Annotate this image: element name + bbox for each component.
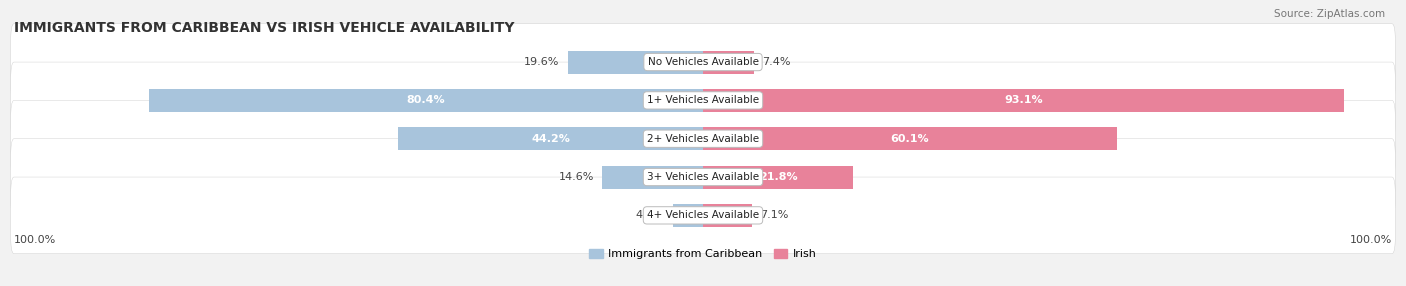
Bar — [568, 51, 703, 74]
Text: 100.0%: 100.0% — [14, 235, 56, 245]
Text: 93.1%: 93.1% — [1004, 96, 1043, 105]
FancyBboxPatch shape — [11, 100, 1395, 177]
Bar — [703, 89, 1344, 112]
Text: 4.4%: 4.4% — [636, 210, 665, 220]
Text: Source: ZipAtlas.com: Source: ZipAtlas.com — [1274, 9, 1385, 19]
Text: 14.6%: 14.6% — [558, 172, 595, 182]
Text: 80.4%: 80.4% — [406, 96, 446, 105]
Text: 7.4%: 7.4% — [762, 57, 790, 67]
Bar — [703, 127, 1116, 150]
Legend: Immigrants from Caribbean, Irish: Immigrants from Caribbean, Irish — [585, 244, 821, 263]
Bar — [703, 204, 752, 227]
Text: 60.1%: 60.1% — [891, 134, 929, 144]
Text: 19.6%: 19.6% — [524, 57, 560, 67]
FancyBboxPatch shape — [11, 139, 1395, 215]
Bar — [398, 127, 703, 150]
Text: 100.0%: 100.0% — [1350, 235, 1392, 245]
Bar — [149, 89, 703, 112]
Text: IMMIGRANTS FROM CARIBBEAN VS IRISH VEHICLE AVAILABILITY: IMMIGRANTS FROM CARIBBEAN VS IRISH VEHIC… — [14, 21, 515, 35]
Bar — [703, 51, 754, 74]
FancyBboxPatch shape — [11, 177, 1395, 254]
Text: 44.2%: 44.2% — [531, 134, 571, 144]
Text: 21.8%: 21.8% — [759, 172, 797, 182]
FancyBboxPatch shape — [11, 62, 1395, 139]
Text: 4+ Vehicles Available: 4+ Vehicles Available — [647, 210, 759, 220]
Text: 3+ Vehicles Available: 3+ Vehicles Available — [647, 172, 759, 182]
Bar — [672, 204, 703, 227]
Text: No Vehicles Available: No Vehicles Available — [648, 57, 758, 67]
FancyBboxPatch shape — [11, 24, 1395, 100]
Bar — [602, 166, 703, 188]
Bar — [703, 166, 853, 188]
Text: 1+ Vehicles Available: 1+ Vehicles Available — [647, 96, 759, 105]
Text: 2+ Vehicles Available: 2+ Vehicles Available — [647, 134, 759, 144]
Text: 7.1%: 7.1% — [761, 210, 789, 220]
